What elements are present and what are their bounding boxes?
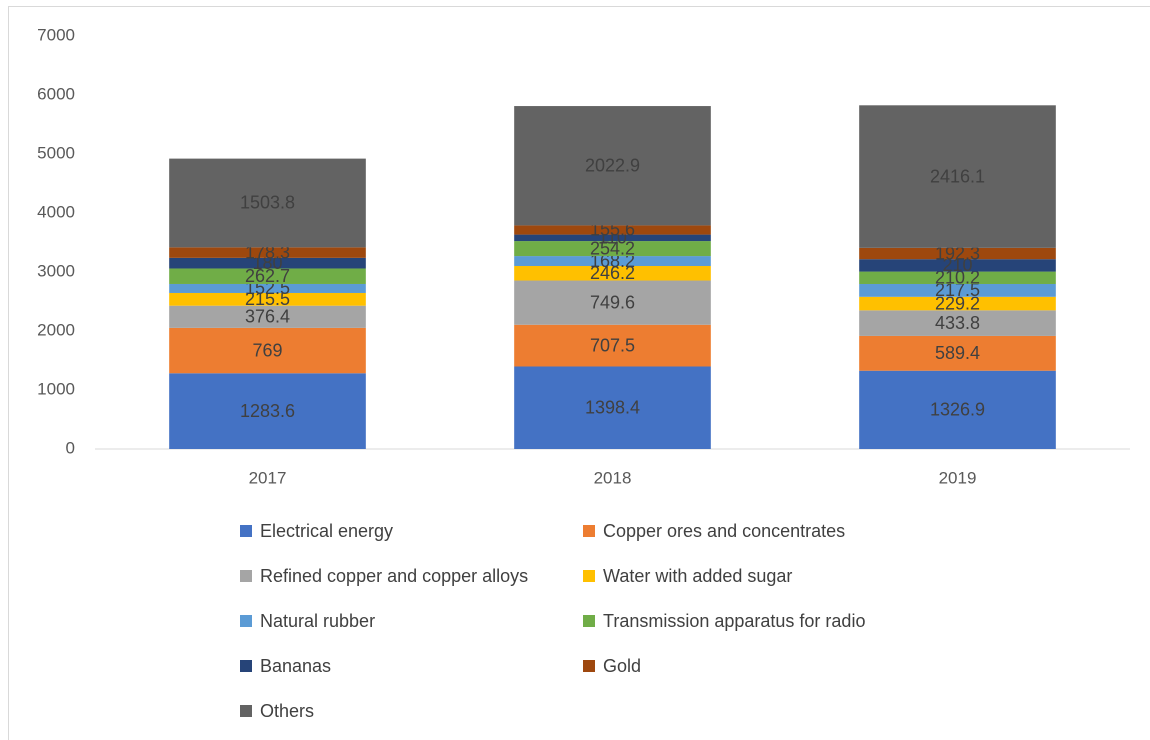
legend-swatch xyxy=(240,615,252,627)
data-label: 192.3 xyxy=(935,243,980,263)
x-tick-label: 2019 xyxy=(939,468,977,487)
bar-segment xyxy=(859,271,1056,284)
y-tick-label: 6000 xyxy=(37,84,75,103)
data-label: 215.5 xyxy=(245,289,290,309)
data-label: 749.6 xyxy=(590,292,635,312)
legend-swatch xyxy=(240,660,252,672)
bar-segment xyxy=(169,257,366,269)
legend-swatch xyxy=(240,705,252,717)
bar-segment xyxy=(169,283,366,293)
y-tick-label: 1000 xyxy=(37,379,75,398)
y-tick-label: 3000 xyxy=(37,261,75,280)
data-label: 210 xyxy=(942,255,972,275)
bar-segment xyxy=(169,158,366,248)
data-label: 210.2 xyxy=(935,268,980,288)
bar-segment xyxy=(859,310,1056,336)
x-tick-label: 2017 xyxy=(249,468,287,487)
bar-segment xyxy=(169,373,366,449)
bar-segment xyxy=(859,370,1056,449)
legend-label: Others xyxy=(260,701,314,721)
legend-label: Electrical energy xyxy=(260,521,393,541)
bar-segment xyxy=(514,241,711,257)
bar-segment xyxy=(514,324,711,367)
data-label: 229.2 xyxy=(935,293,980,313)
legend-swatch xyxy=(240,570,252,582)
bar-segment xyxy=(514,265,711,281)
legend-label: Bananas xyxy=(260,656,331,676)
legend-label: Water with added sugar xyxy=(603,566,792,586)
bar-segment xyxy=(514,280,711,325)
legend-label: Copper ores and concentrates xyxy=(603,521,845,541)
legend-swatch xyxy=(583,615,595,627)
bar-segment xyxy=(169,292,366,306)
data-label: 1326.9 xyxy=(930,400,985,420)
y-tick-label: 4000 xyxy=(37,202,75,221)
data-label: 254.2 xyxy=(590,238,635,258)
bar-segment xyxy=(514,225,711,235)
x-tick-label: 2018 xyxy=(594,468,632,487)
legend-label: Refined copper and copper alloys xyxy=(260,566,528,586)
bar-segment xyxy=(859,283,1056,297)
data-label: 217.5 xyxy=(935,280,980,300)
bar-segment xyxy=(859,105,1056,248)
data-label: 1503.8 xyxy=(240,193,295,213)
legend-label: Gold xyxy=(603,656,641,676)
bar-segment xyxy=(859,335,1056,371)
y-tick-label: 0 xyxy=(66,438,75,457)
legend-label: Transmission apparatus for radio xyxy=(603,611,865,631)
data-label: 2416.1 xyxy=(930,166,985,186)
data-label: 2022.9 xyxy=(585,155,640,175)
data-label: 1283.6 xyxy=(240,401,295,421)
bar-segment xyxy=(859,259,1056,272)
data-label: 1398.4 xyxy=(585,397,640,417)
bar-segment xyxy=(514,106,711,226)
legend-swatch xyxy=(240,525,252,537)
legend-label: Natural rubber xyxy=(260,611,375,631)
bar-segment xyxy=(514,366,711,449)
data-label: 707.5 xyxy=(590,335,635,355)
y-tick-label: 5000 xyxy=(37,143,75,162)
bar-segment xyxy=(169,305,366,328)
legend-swatch xyxy=(583,525,595,537)
legend-swatch xyxy=(583,660,595,672)
bar-segment xyxy=(859,296,1056,311)
bar-segment xyxy=(514,234,711,242)
data-label: 769 xyxy=(252,340,282,360)
bar-segment xyxy=(859,247,1056,260)
legend-swatch xyxy=(583,570,595,582)
data-label: 589.4 xyxy=(935,343,980,363)
bar-segment xyxy=(169,327,366,374)
chart-border xyxy=(8,6,1150,740)
bar-segment xyxy=(169,247,366,258)
data-label: 376.4 xyxy=(245,307,290,327)
data-label: 180 xyxy=(252,253,282,273)
y-tick-label: 2000 xyxy=(37,320,75,339)
y-tick-label: 7000 xyxy=(37,25,75,44)
data-label: 262.7 xyxy=(245,266,290,286)
data-label: 178.3 xyxy=(245,242,290,262)
bar-segment xyxy=(514,256,711,266)
data-label: 246.2 xyxy=(590,263,635,283)
bar-segment xyxy=(169,268,366,284)
data-label: 433.8 xyxy=(935,313,980,333)
